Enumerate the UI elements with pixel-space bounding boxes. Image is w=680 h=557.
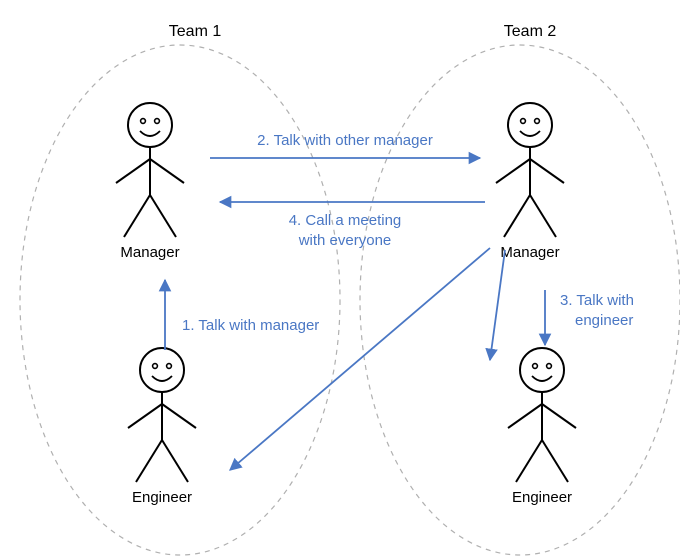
step4-label-line1: 4. Call a meeting bbox=[289, 212, 402, 229]
team2-heading: Team 2 bbox=[504, 23, 557, 40]
team-boundary bbox=[20, 45, 340, 555]
manager1-figure-label: Manager bbox=[120, 244, 179, 261]
engineer2-figure-label: Engineer bbox=[512, 489, 572, 506]
step2-label: 2. Talk with other manager bbox=[257, 132, 433, 149]
manager2-figure: Manager bbox=[496, 103, 564, 261]
step4-arrow-3 bbox=[490, 250, 505, 360]
step4-arrow-2 bbox=[230, 248, 490, 470]
manager1-figure: Manager bbox=[116, 103, 184, 261]
manager2-figure-label: Manager bbox=[500, 244, 559, 261]
engineer1-figure-label: Engineer bbox=[132, 489, 192, 506]
step4-label-line2: with everyone bbox=[298, 232, 392, 249]
step1-label: 1. Talk with manager bbox=[182, 317, 319, 334]
engineer2-figure: Engineer bbox=[508, 348, 576, 506]
engineer1-figure: Engineer bbox=[128, 348, 196, 506]
step3-label-line1: 3. Talk with bbox=[560, 292, 634, 309]
step3-label-line2: engineer bbox=[575, 312, 633, 329]
team1-heading: Team 1 bbox=[169, 23, 222, 40]
